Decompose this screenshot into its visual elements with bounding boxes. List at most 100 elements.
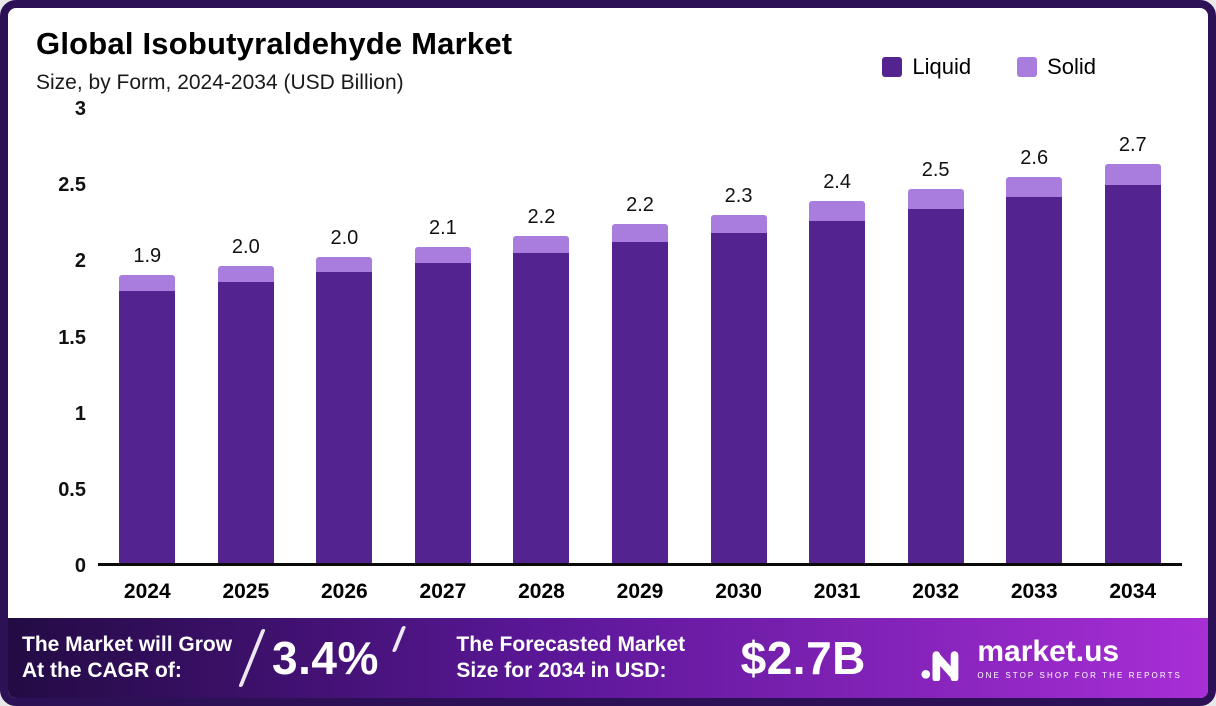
bar-stack-2034[interactable]	[1104, 163, 1161, 563]
bar-segment-solid	[316, 257, 373, 273]
legend-item-solid[interactable]: Solid	[1017, 54, 1096, 80]
y-tick-label: 3	[74, 98, 86, 120]
legend-label-solid: Solid	[1047, 54, 1096, 79]
bar-value-label: 2.2	[626, 194, 654, 217]
legend-swatch-liquid	[882, 57, 903, 77]
bar-segment-solid	[612, 224, 668, 243]
bar-segment-liquid	[119, 290, 176, 563]
x-axis-label-2030: 2030	[715, 580, 762, 603]
chart-legend: Liquid Solid	[882, 54, 1096, 80]
y-tick-label: 1.5	[58, 326, 86, 349]
bar-value-label: 2.1	[429, 216, 457, 239]
bar-chart: 0 0.5 1 1.5 2 2.5 3 1.9 2.0 2.0 2.1 2.2 2.2 2.3 2.4 2.…	[8, 95, 1208, 618]
bar-value-label: 2.5	[921, 159, 950, 182]
y-tick-label: 2	[74, 250, 86, 273]
bar-group-2026: 2.0	[295, 227, 394, 563]
bar-segment-liquid	[513, 252, 570, 563]
bar-segment-solid	[217, 266, 274, 282]
y-tick-label: 1	[74, 402, 86, 425]
x-axis-labels: 2024 2025 2026 2027 2028 2029 2030 2031 2032 2033…	[98, 566, 1182, 618]
bar-segment-solid	[414, 246, 471, 264]
x-axis-label-2031: 2031	[813, 580, 861, 603]
bar-segment-liquid	[612, 242, 668, 563]
bar-value-label: 1.9	[133, 245, 162, 268]
cagr-label: The Market will Grow At the CAGR of:	[22, 632, 232, 685]
bar-value-label: 2.6	[1020, 147, 1049, 170]
x-axis-label-2028: 2028	[518, 580, 565, 603]
x-axis-label-2026: 2026	[321, 580, 368, 603]
bar-group-2031: 2.4	[788, 171, 887, 563]
x-axis-label-2034: 2034	[1109, 580, 1157, 603]
bar-stack-2027[interactable]	[414, 246, 471, 563]
y-axis: 0 0.5 1 1.5 2 2.5 3	[34, 98, 98, 618]
legend-swatch-solid	[1017, 57, 1038, 77]
bar-segment-liquid	[907, 208, 964, 563]
bar-stack-2033[interactable]	[1006, 177, 1063, 563]
bar-group-2028: 2.2	[492, 206, 591, 563]
y-tick-label: 0.5	[58, 478, 86, 501]
bar-segment-solid	[907, 189, 964, 209]
bar-group-2029: 2.2	[591, 194, 690, 563]
bar-group-2033: 2.6	[985, 147, 1084, 563]
bar-stack-2025[interactable]	[217, 266, 274, 563]
bar-group-2024: 1.9	[98, 245, 197, 563]
x-axis-label-2027: 2027	[419, 580, 467, 603]
chart-header: Global Isobutyraldehyde Market Size, by …	[8, 8, 1208, 95]
bar-stack-2031[interactable]	[809, 201, 866, 563]
x-axis-label-2033: 2033	[1010, 580, 1058, 603]
footer-banner: The Market will Grow At the CAGR of: 3.4…	[8, 618, 1208, 698]
bar-segment-liquid	[809, 221, 866, 563]
cagr-label-line1: The Market will Grow	[22, 632, 233, 656]
bar-stack-2029[interactable]	[612, 224, 668, 563]
cagr-value: 3.4%	[272, 632, 379, 684]
brand-text: market.us ONE STOP SHOP FOR THE REPORTS	[977, 636, 1182, 680]
bar-stack-2032[interactable]	[907, 189, 964, 563]
y-axis-spacer	[34, 566, 98, 618]
plot-area: 1.9 2.0 2.0 2.1 2.2 2.2 2.3 2.4 2.5 2.6 2.7	[98, 109, 1182, 566]
x-axis-label-2025: 2025	[222, 580, 270, 603]
bar-segment-liquid	[710, 233, 767, 563]
y-axis-track: 0 0.5 1 1.5 2 2.5 3	[34, 98, 98, 577]
bar-segment-solid	[809, 201, 866, 221]
bar-segment-liquid	[1104, 184, 1161, 563]
bar-stack-2028[interactable]	[513, 236, 570, 563]
x-axis-label-2024: 2024	[123, 580, 171, 603]
bar-segment-liquid	[414, 263, 471, 563]
chart-subtitle: Size, by Form, 2024-2034 (USD Billion)	[36, 71, 404, 94]
bar-stack-2030[interactable]	[710, 214, 767, 563]
bar-segment-solid	[119, 275, 176, 291]
brand-tagline: ONE STOP SHOP FOR THE REPORTS	[977, 670, 1182, 680]
y-tick-label: 2.5	[58, 174, 86, 197]
bar-segment-solid	[513, 236, 570, 253]
bar-segment-solid	[1006, 177, 1063, 197]
x-axis-label-2029: 2029	[616, 580, 664, 603]
forecast-label-line2: Size for 2034 in USD:	[456, 659, 667, 682]
bar-group-2027: 2.1	[394, 217, 493, 563]
forecast-label-line1: The Forecasted Market	[456, 632, 686, 656]
bar-value-label: 2.3	[724, 184, 753, 207]
bar-group-2030: 2.3	[689, 185, 788, 563]
bar-stack-2026[interactable]	[316, 257, 373, 563]
page-title: Global Isobutyraldehyde Market	[36, 26, 513, 61]
bar-segment-solid	[1104, 163, 1161, 185]
bar-segment-solid	[710, 214, 767, 234]
bar-group-2025: 2.0	[197, 236, 296, 563]
bar-value-label: 2.2	[527, 206, 556, 229]
divider-slash	[238, 629, 266, 687]
bar-value-label: 2.4	[823, 171, 851, 194]
marketus-brand[interactable]: market.us ONE STOP SHOP FOR THE REPORTS	[921, 635, 1182, 681]
forecast-value: $2.7B	[740, 632, 866, 684]
plot-column: 1.9 2.0 2.0 2.1 2.2 2.2 2.3 2.4 2.5 2.6 2.7 2024 20…	[98, 109, 1182, 618]
bar-segment-liquid	[1006, 196, 1063, 563]
forecast-label: The Forecasted Market Size for 2034 in U…	[456, 632, 685, 685]
divider-slash-small	[391, 626, 407, 652]
bar-segment-liquid	[217, 281, 274, 563]
legend-item-liquid[interactable]: Liquid	[882, 54, 971, 80]
x-axis-label-2032: 2032	[912, 580, 959, 603]
bar-segment-liquid	[316, 272, 373, 563]
legend-label-liquid: Liquid	[912, 54, 972, 79]
marketus-logo-icon	[921, 651, 959, 681]
bar-group-2032: 2.5	[886, 159, 985, 563]
bar-stack-2024[interactable]	[119, 275, 176, 563]
